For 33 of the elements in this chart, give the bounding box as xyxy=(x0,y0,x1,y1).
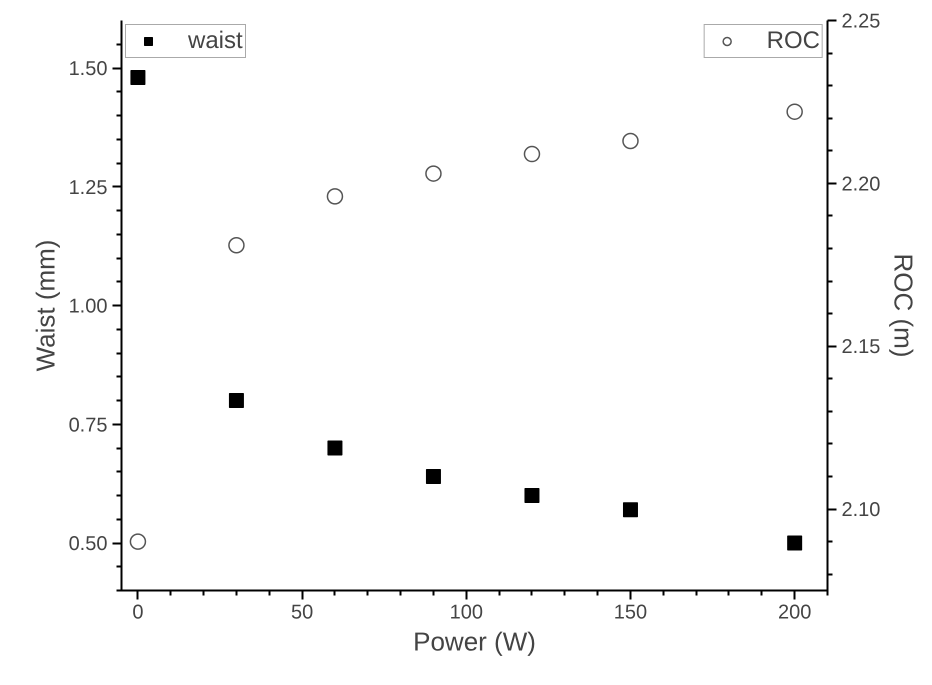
point xyxy=(622,132,639,150)
point xyxy=(425,165,442,182)
y-tick-label: 1.25 xyxy=(68,176,108,199)
x-tick-label: 150 xyxy=(614,602,648,624)
point xyxy=(622,502,638,518)
y-tick-label: 1.00 xyxy=(68,296,108,318)
point xyxy=(130,533,146,550)
point xyxy=(786,103,803,120)
point xyxy=(326,188,344,205)
y-tick-label: 0.50 xyxy=(68,533,108,555)
point xyxy=(130,70,146,85)
y2-tick-label: 2.15 xyxy=(842,336,880,358)
y2-axis-title: ROC (m) xyxy=(888,254,918,358)
point xyxy=(524,146,540,162)
y-tick-label: 1.50 xyxy=(68,58,108,80)
x-tick-label: 0 xyxy=(132,602,144,624)
point xyxy=(426,469,441,484)
y2-tick-label: 2.25 xyxy=(842,10,880,32)
legend-label: waist xyxy=(188,27,243,55)
y2-tick-label: 2.10 xyxy=(842,499,880,522)
x-tick-label: 100 xyxy=(450,602,483,624)
x-tick-label: 200 xyxy=(778,602,812,624)
y-axis-title: Waist (mm) xyxy=(30,240,61,372)
y2-tick-label: 2.20 xyxy=(842,173,880,196)
y-tick-label: 0.75 xyxy=(68,414,108,436)
point xyxy=(327,440,342,456)
point xyxy=(228,393,244,408)
point xyxy=(787,536,802,550)
point xyxy=(228,237,245,254)
legend-label: ROC xyxy=(766,27,820,55)
point xyxy=(524,488,540,503)
x-axis-title: Power (W) xyxy=(413,626,536,656)
x-tick-label: 50 xyxy=(290,602,314,624)
